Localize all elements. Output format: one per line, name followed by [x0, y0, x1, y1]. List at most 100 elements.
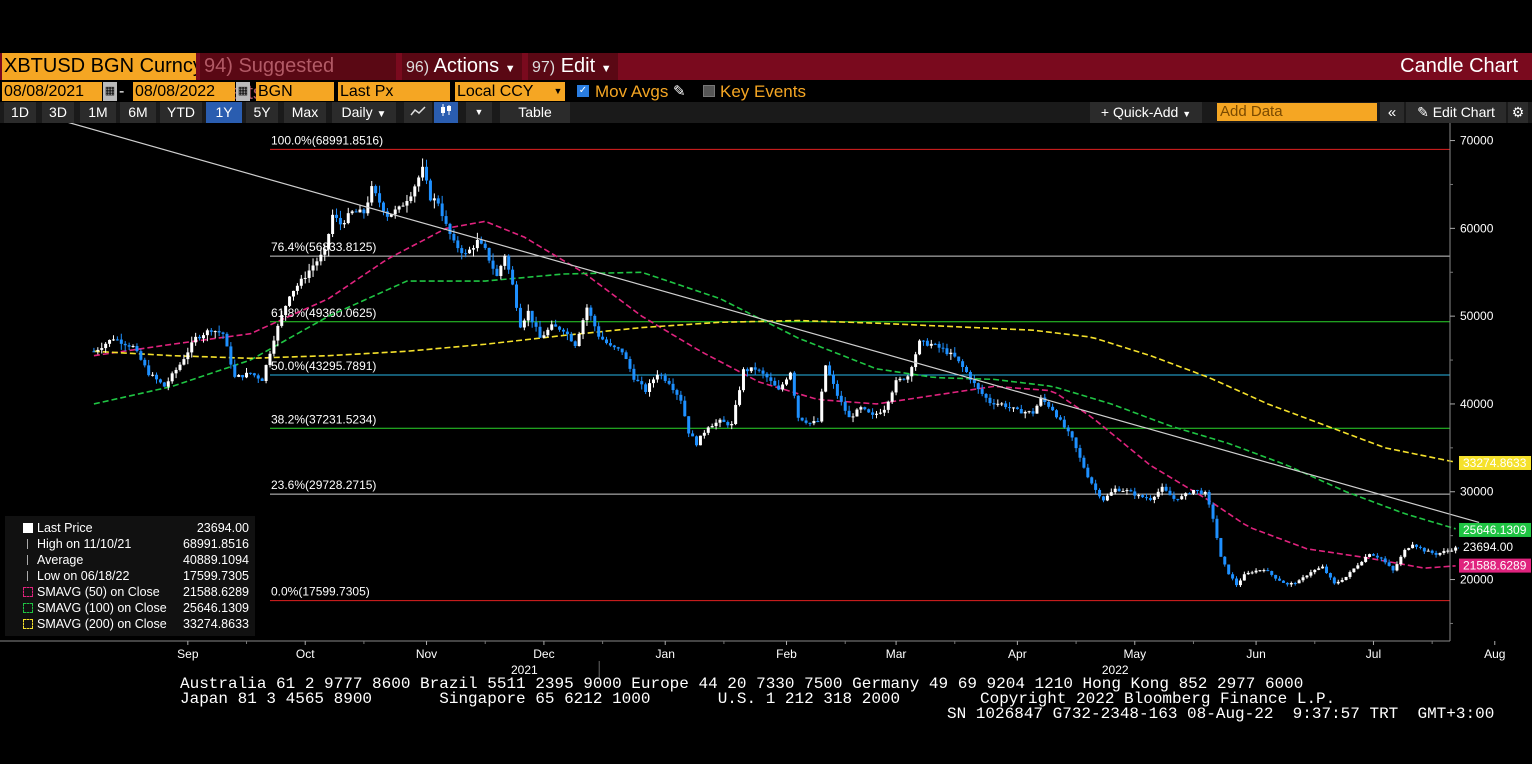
candle-body — [1004, 403, 1008, 408]
legend-value: 68991.8516 — [182, 537, 249, 551]
candle-body — [1129, 490, 1133, 492]
candle-body — [949, 352, 953, 355]
candle-body — [139, 351, 143, 360]
candle-body — [831, 374, 835, 384]
security-ticker-field[interactable]: XBTUSD BGN Curncy — [2, 53, 196, 80]
candle-body — [738, 390, 742, 405]
candle-body — [413, 186, 417, 197]
price-tag-label: 25646.1309 — [1463, 523, 1527, 537]
key-events-label[interactable]: Key Events — [720, 82, 806, 101]
period-1y[interactable]: 1Y — [206, 102, 242, 123]
frequency-select[interactable]: Daily ▼ — [332, 102, 396, 123]
candle-body — [1062, 419, 1066, 428]
calendar-icon[interactable]: ▦ — [103, 82, 117, 101]
y-tick-label: 50000 — [1460, 309, 1494, 323]
period-3d[interactable]: 3D — [42, 102, 74, 123]
candle-body — [432, 198, 436, 201]
candle-body — [1000, 403, 1004, 405]
candle-body — [444, 216, 448, 224]
period-1d[interactable]: 1D — [4, 102, 36, 123]
candle-body — [632, 368, 636, 380]
period-max[interactable]: Max — [284, 102, 326, 123]
candle-body — [201, 335, 205, 339]
period-5y[interactable]: 5Y — [246, 102, 278, 123]
candle-body — [464, 253, 468, 255]
mov-avgs-label[interactable]: Mov Avgs — [595, 82, 669, 101]
candle-body — [769, 377, 773, 381]
candle-body — [495, 268, 499, 276]
price-tag-label: 23694.00 — [1463, 540, 1513, 554]
mov-avgs-checkbox[interactable]: ✓ — [577, 85, 589, 97]
candle-body — [335, 214, 339, 218]
period-6m[interactable]: 6M — [120, 102, 156, 123]
candle-body — [1344, 576, 1348, 581]
line-chart-icon[interactable] — [404, 102, 432, 123]
chevron-down-icon[interactable]: ▼ — [466, 102, 492, 123]
candle-body — [1023, 411, 1027, 414]
start-date-field[interactable]: 08/08/2021 — [2, 82, 102, 101]
key-events-checkbox[interactable] — [703, 85, 715, 97]
candle-body — [741, 369, 745, 391]
candle-body — [745, 369, 749, 372]
candle-body — [581, 320, 585, 334]
actions-menu[interactable]: 96) Actions ▼ — [402, 53, 522, 80]
candle-body — [828, 365, 832, 375]
candle-body — [264, 365, 268, 382]
pencil-icon[interactable]: ✎ — [673, 83, 686, 100]
candle-body — [194, 336, 198, 343]
candle-body — [307, 270, 311, 278]
suggested-charts-menu[interactable]: 94) Suggested Charts — [200, 53, 396, 104]
candle-body — [734, 404, 738, 424]
calendar-icon[interactable]: ▦ — [236, 82, 250, 101]
candle-body — [1109, 492, 1113, 496]
legend-label: SMAVG (50) on Close — [37, 585, 160, 599]
candle-body — [605, 339, 609, 344]
candle-body — [1094, 483, 1098, 490]
candle-body — [1058, 417, 1062, 420]
fib-level-label: 61.8%(49360.0625) — [271, 306, 376, 320]
candle-body — [1008, 407, 1012, 409]
candle-body — [992, 403, 996, 405]
gear-icon[interactable]: ⚙ — [1508, 102, 1528, 123]
candle-body — [843, 401, 847, 411]
candle-body — [272, 340, 276, 354]
table-button[interactable]: Table — [500, 102, 570, 123]
period-1m[interactable]: 1M — [80, 102, 116, 123]
collapse-double-chevron-icon[interactable]: « — [1380, 102, 1404, 123]
candle-body — [1133, 491, 1137, 496]
quick-add-button[interactable]: + Quick-Add ▼ — [1090, 102, 1202, 123]
candle-body — [722, 419, 726, 423]
candle-body — [389, 214, 393, 217]
x-tick-label: Jan — [656, 647, 675, 661]
pricing-source-field[interactable]: BGN — [256, 82, 334, 101]
legend-row: SMAVG (50) on Close 21588.6289 — [5, 584, 255, 600]
price-field-select[interactable]: Last Px — [338, 82, 450, 101]
currency-select[interactable]: Local CCY — [455, 82, 551, 101]
edit-menu[interactable]: 97) Edit ▼ — [528, 53, 618, 80]
fibonacci-levels: 100.0%(68991.8516) 76.4%(56833.8125) 61.8%… — [270, 133, 1450, 602]
candle-chart-icon[interactable] — [434, 102, 458, 123]
candle-body — [209, 330, 213, 332]
add-data-input[interactable]: Add Data — [1217, 103, 1377, 121]
candle-body — [824, 365, 828, 392]
stat-marker — [27, 555, 28, 565]
candle-body — [1145, 497, 1149, 499]
end-date-field[interactable]: 08/08/2022 — [133, 82, 235, 101]
candle-body — [1285, 582, 1289, 585]
candle-chart[interactable]: 100.0%(68991.8516) 76.4%(56833.8125) 61.8%… — [0, 123, 1532, 683]
y-tick-label: 30000 — [1460, 485, 1494, 499]
candle-body — [491, 260, 495, 269]
candle-body — [526, 310, 530, 321]
edit-chart-button[interactable]: ✎ Edit Chart — [1406, 102, 1506, 123]
candle-body — [155, 374, 159, 380]
chevron-down-icon[interactable]: ▼ — [551, 82, 565, 101]
legend-value: 21588.6289 — [182, 585, 249, 599]
candle-body — [507, 255, 511, 270]
period-ytd[interactable]: YTD — [160, 102, 202, 123]
candle-body — [667, 380, 671, 384]
fib-level-label: 50.0%(43295.7891) — [271, 359, 376, 373]
candle-body — [108, 339, 112, 344]
candle-body — [448, 223, 452, 234]
y-tick-label: 40000 — [1460, 397, 1494, 411]
price-tag-bg — [1459, 540, 1531, 555]
